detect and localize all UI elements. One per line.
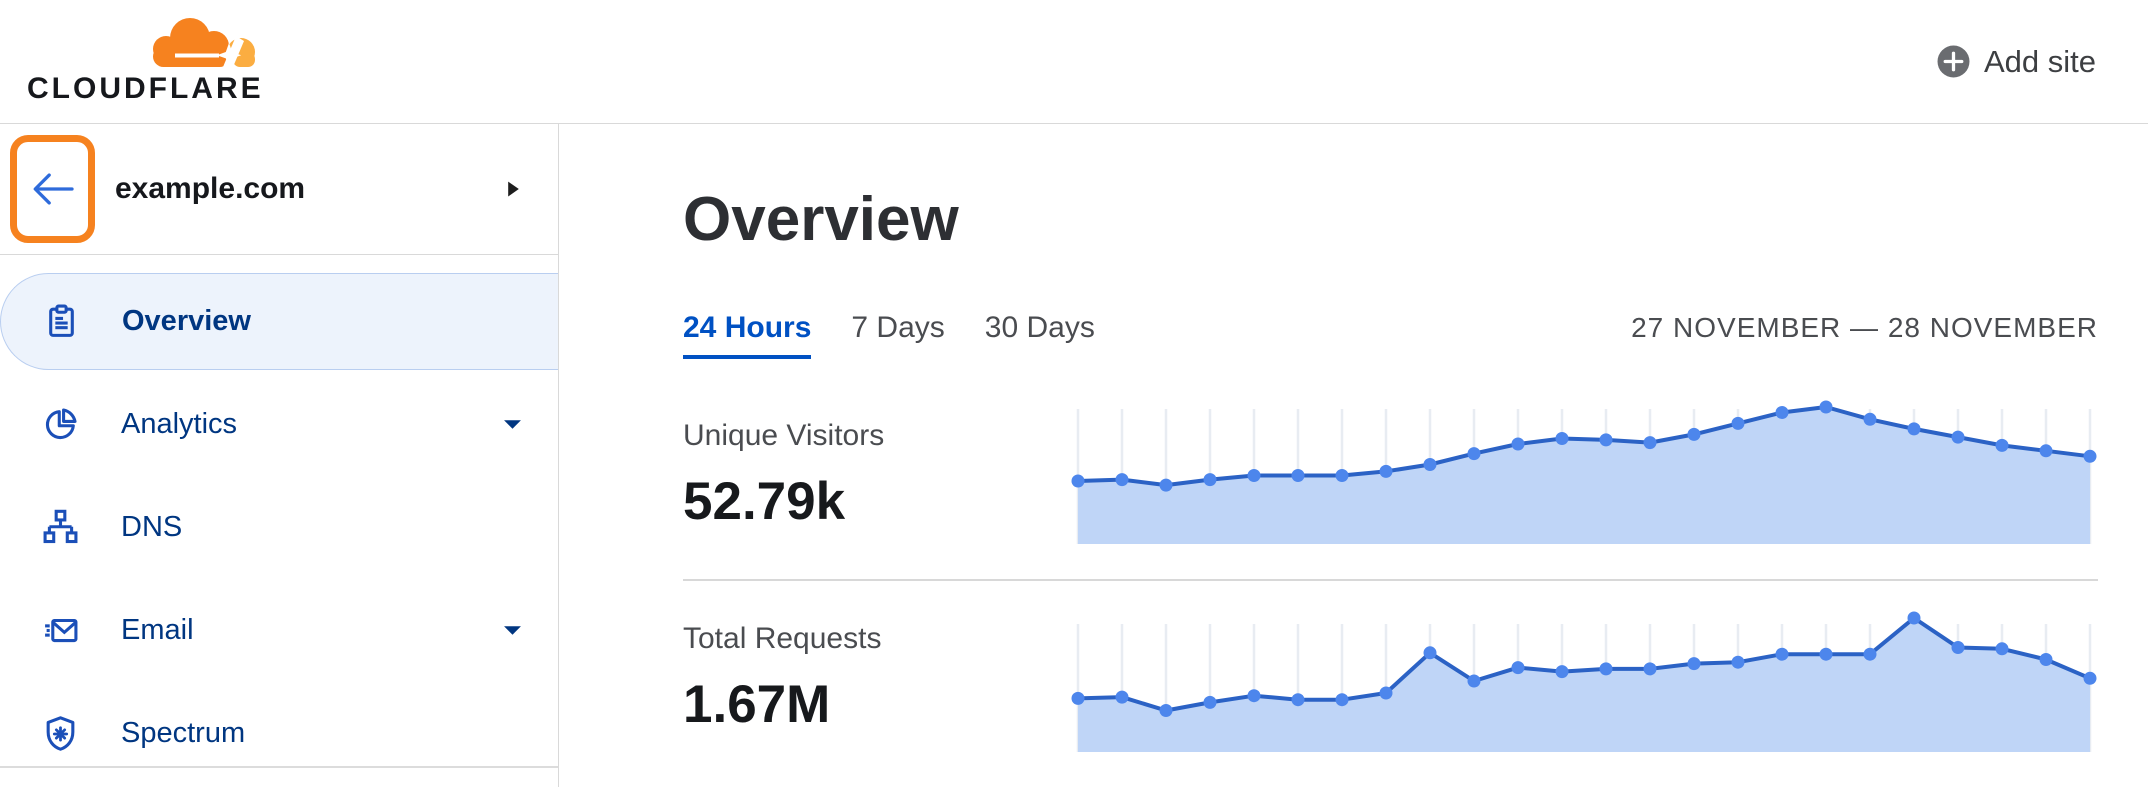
sidebar: example.com Overview	[0, 124, 559, 787]
chevron-down-icon[interactable]	[503, 419, 522, 430]
tab-30-days[interactable]: 30 Days	[984, 311, 1095, 344]
cloudflare-logo: CLOUDFLARE	[27, 17, 264, 106]
sidebar-divider	[0, 766, 558, 768]
sidebar-item-label: Email	[121, 614, 194, 646]
shield-icon	[46, 716, 75, 751]
sidebar-nav: Overview Analytics	[0, 255, 558, 782]
sidebar-item-label: Overview	[122, 305, 251, 337]
top-header: CLOUDFLARE Add site	[0, 0, 2148, 124]
back-arrow-icon	[33, 173, 74, 205]
sidebar-item-label: Spectrum	[121, 717, 246, 749]
cloudflare-wordmark: CLOUDFLARE	[27, 72, 264, 105]
plus-circle-icon	[1937, 45, 1970, 78]
chevron-right-icon[interactable]	[507, 181, 520, 198]
sitemap-icon	[43, 509, 78, 544]
clipboard-icon	[49, 304, 74, 337]
stat-value: 1.67M	[683, 674, 831, 734]
tab-7-days[interactable]: 7 Days	[851, 311, 945, 344]
site-header: example.com	[0, 124, 558, 255]
envelope-icon	[45, 618, 78, 643]
stat-label: Total Requests	[683, 621, 882, 655]
stat-label: Unique Visitors	[683, 419, 885, 452]
site-name: example.com	[115, 172, 306, 205]
sidebar-item-email[interactable]: Email	[0, 582, 558, 679]
row-divider	[683, 579, 2098, 581]
total-requests-row: Total Requests 1.67M	[683, 584, 2098, 759]
pie-chart-icon	[45, 408, 77, 440]
sidebar-item-label: Analytics	[121, 408, 238, 440]
sidebar-item-analytics[interactable]: Analytics	[0, 376, 558, 473]
chevron-down-icon[interactable]	[503, 625, 522, 636]
stat-value: 52.79k	[683, 472, 846, 531]
main-content: Overview 24 Hours 7 Days 30 Days 27 NOVE…	[559, 124, 2148, 787]
unique-visitors-chart	[1071, 381, 2098, 551]
add-site-button[interactable]: Add site	[1937, 44, 2096, 80]
unique-visitors-info: Unique Visitors 52.79k	[683, 381, 1072, 551]
back-button[interactable]	[10, 135, 95, 243]
total-requests-chart	[1071, 584, 2098, 759]
time-range-tabs: 24 Hours 7 Days 30 Days 27 NOVEMBER — 28…	[683, 311, 2098, 359]
date-range-label: 27 NOVEMBER — 28 NOVEMBER	[1631, 312, 2098, 343]
tab-24-hours[interactable]: 24 Hours	[683, 311, 812, 359]
sidebar-item-dns[interactable]: DNS	[0, 479, 558, 576]
sidebar-item-spectrum[interactable]: Spectrum	[0, 685, 558, 782]
unique-visitors-row: Unique Visitors 52.79k	[683, 381, 2098, 551]
cloudflare-cloud-icon	[153, 18, 255, 68]
add-site-label: Add site	[1983, 43, 2096, 79]
total-requests-area-chart	[1071, 611, 2097, 752]
page-title: Overview	[683, 185, 959, 254]
total-requests-info: Total Requests 1.67M	[683, 584, 1072, 759]
sidebar-item-overview[interactable]: Overview	[0, 273, 558, 370]
unique-visitors-area-chart	[1071, 400, 2097, 544]
sidebar-item-label: DNS	[121, 511, 183, 543]
